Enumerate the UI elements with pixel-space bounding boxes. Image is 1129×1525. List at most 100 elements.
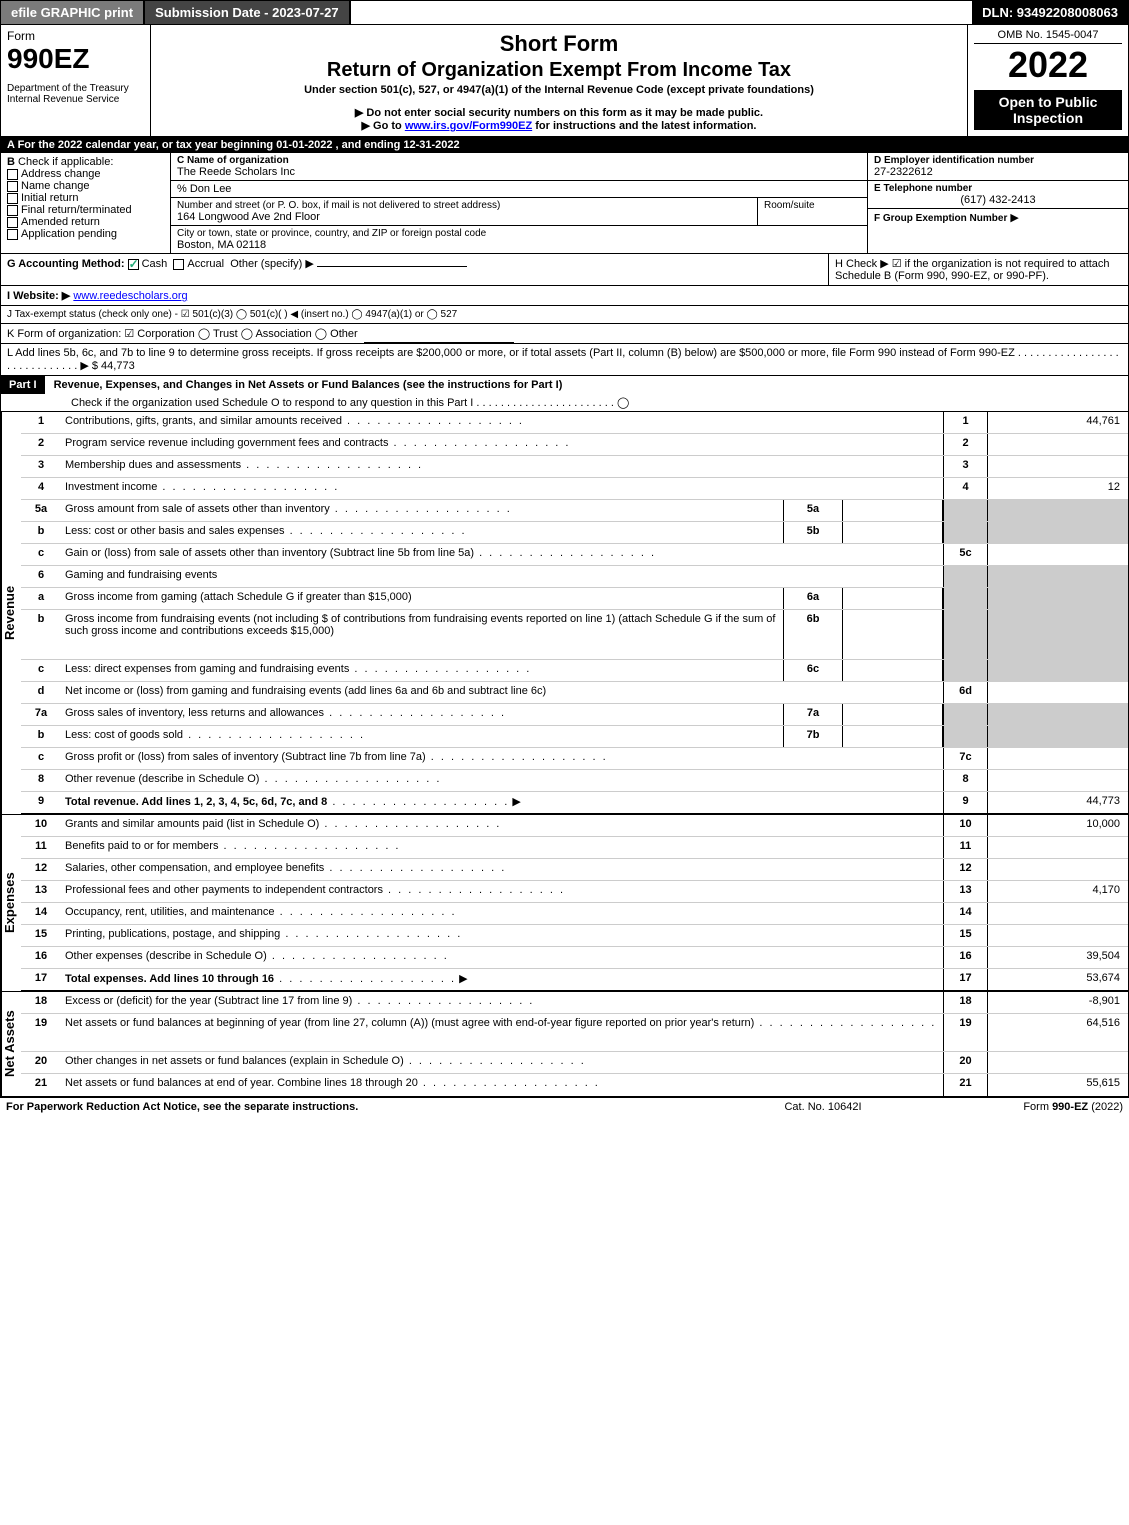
ln-7a-desc: Gross sales of inventory, less returns a… (61, 704, 783, 725)
checkbox-name-change[interactable] (7, 181, 18, 192)
ln-5a-desc: Gross amount from sale of assets other t… (61, 500, 783, 521)
ln-5b-num: b (21, 522, 61, 543)
form-note-2: ▶ Go to www.irs.gov/Form990EZ for instru… (157, 119, 961, 132)
opt-final: Final return/terminated (21, 204, 132, 216)
irs-link[interactable]: www.irs.gov/Form990EZ (405, 120, 532, 132)
ln-6b-sv (843, 610, 943, 659)
ln-6b-num: b (21, 610, 61, 659)
submission-date-button[interactable]: Submission Date - 2023-07-27 (145, 1, 351, 24)
opt-amended: Amended return (21, 216, 100, 228)
row-gh: G Accounting Method: Cash Accrual Other … (1, 254, 1128, 286)
ln-4-r: 4 (943, 478, 988, 499)
checkbox-cash[interactable] (128, 259, 139, 270)
opt-name: Name change (21, 180, 90, 192)
ln-1-desc: Contributions, gifts, grants, and simila… (61, 412, 943, 433)
ln-19-val: 64,516 (988, 1014, 1128, 1051)
open-inspection-box: Open to Public Inspection (974, 90, 1122, 130)
ln-12-num: 12 (21, 859, 61, 880)
efile-print-button[interactable]: efile GRAPHIC print (1, 1, 145, 24)
expenses-vlabel: Expenses (1, 815, 21, 991)
ln-3-r: 3 (943, 456, 988, 477)
ln-6-val (988, 566, 1128, 587)
ln-20-num: 20 (21, 1052, 61, 1073)
tax-year: 2022 (974, 44, 1122, 86)
ln-5a-r (943, 500, 988, 521)
form-title-main: Return of Organization Exempt From Incom… (157, 59, 961, 82)
street-label: Number and street (or P. O. box, if mail… (177, 200, 751, 211)
revenue-section: Revenue 1Contributions, gifts, grants, a… (1, 412, 1128, 815)
city-label: City or town, state or province, country… (177, 228, 861, 239)
website-link[interactable]: www.reedescholars.org (73, 290, 187, 302)
ln-15-desc: Printing, publications, postage, and shi… (61, 925, 943, 946)
ln-16-num: 16 (21, 947, 61, 968)
city-state-zip: Boston, MA 02118 (177, 239, 861, 251)
ln-6c-val (988, 660, 1128, 681)
ln-12-desc: Salaries, other compensation, and employ… (61, 859, 943, 880)
ln-6d-desc: Net income or (loss) from gaming and fun… (61, 682, 943, 703)
checkbox-pending[interactable] (7, 229, 18, 240)
ln-11-desc: Benefits paid to or for members (61, 837, 943, 858)
ln-6b-val (988, 610, 1128, 659)
ln-21-desc: Net assets or fund balances at end of ye… (61, 1074, 943, 1096)
ln-9-r: 9 (943, 792, 988, 813)
checkbox-amended[interactable] (7, 217, 18, 228)
ln-11-r: 11 (943, 837, 988, 858)
form-note-1: ▶ Do not enter social security numbers o… (157, 106, 961, 119)
ln-6d-val (988, 682, 1128, 703)
dept-label: Department of the Treasury Internal Reve… (7, 83, 144, 105)
ln-13-desc: Professional fees and other payments to … (61, 881, 943, 902)
ln-9-val: 44,773 (988, 792, 1128, 813)
ln-7b-r (943, 726, 988, 747)
ln-17-val: 53,674 (988, 969, 1128, 990)
checkbox-final[interactable] (7, 205, 18, 216)
section-h: H Check ▶ ☑ if the organization is not r… (828, 254, 1128, 285)
ln-7a-num: 7a (21, 704, 61, 725)
ln-10-num: 10 (21, 815, 61, 836)
checkbox-accrual[interactable] (173, 259, 184, 270)
ln-2-desc: Program service revenue including govern… (61, 434, 943, 455)
checkbox-initial[interactable] (7, 193, 18, 204)
ln-5b-sb: 5b (783, 522, 843, 543)
part1-check: Check if the organization used Schedule … (1, 394, 1128, 411)
net-assets-section: Net Assets 18Excess or (deficit) for the… (1, 992, 1128, 1097)
ln-15-r: 15 (943, 925, 988, 946)
form-title-short: Short Form (157, 31, 961, 57)
ln-7c-desc: Gross profit or (loss) from sales of inv… (61, 748, 943, 769)
ln-6-num: 6 (21, 566, 61, 587)
opt-pending: Application pending (21, 228, 117, 240)
ln-9-desc: Total revenue. Add lines 1, 2, 3, 4, 5c,… (65, 796, 327, 808)
checkbox-address-change[interactable] (7, 169, 18, 180)
ln-8-r: 8 (943, 770, 988, 791)
ln-4-desc: Investment income (61, 478, 943, 499)
g-label: G Accounting Method: (7, 258, 125, 270)
ln-6d-r: 6d (943, 682, 988, 703)
revenue-vlabel: Revenue (1, 412, 21, 814)
ln-6-desc: Gaming and fundraising events (61, 566, 943, 587)
ln-7a-sv (843, 704, 943, 725)
ln-6c-r (943, 660, 988, 681)
form-number: 990EZ (7, 43, 144, 75)
ln-10-r: 10 (943, 815, 988, 836)
org-name: The Reede Scholars Inc (177, 166, 861, 178)
ln-17-num: 17 (21, 969, 61, 990)
ln-8-num: 8 (21, 770, 61, 791)
footer-left: For Paperwork Reduction Act Notice, see … (6, 1101, 723, 1113)
form-header: Form 990EZ Department of the Treasury In… (1, 25, 1128, 137)
ln-6a-sv (843, 588, 943, 609)
k-text: K Form of organization: ☑ Corporation ◯ … (1, 324, 364, 343)
ln-6a-r (943, 588, 988, 609)
ln-7a-sb: 7a (783, 704, 843, 725)
ln-5a-sb: 5a (783, 500, 843, 521)
ln-19-desc: Net assets or fund balances at beginning… (61, 1014, 943, 1051)
ln-5b-sv (843, 522, 943, 543)
ln-5c-val (988, 544, 1128, 565)
ln-15-val (988, 925, 1128, 946)
row-i: I Website: ▶ www.reedescholars.org (1, 286, 1128, 306)
ln-10-desc: Grants and similar amounts paid (list in… (61, 815, 943, 836)
group-exemption-label: F Group Exemption Number (874, 213, 1007, 224)
opt-address: Address change (21, 168, 101, 180)
l-text: L Add lines 5b, 6c, and 7b to line 9 to … (1, 344, 1128, 375)
ln-5c-r: 5c (943, 544, 988, 565)
ln-7b-sb: 7b (783, 726, 843, 747)
ln-15-num: 15 (21, 925, 61, 946)
